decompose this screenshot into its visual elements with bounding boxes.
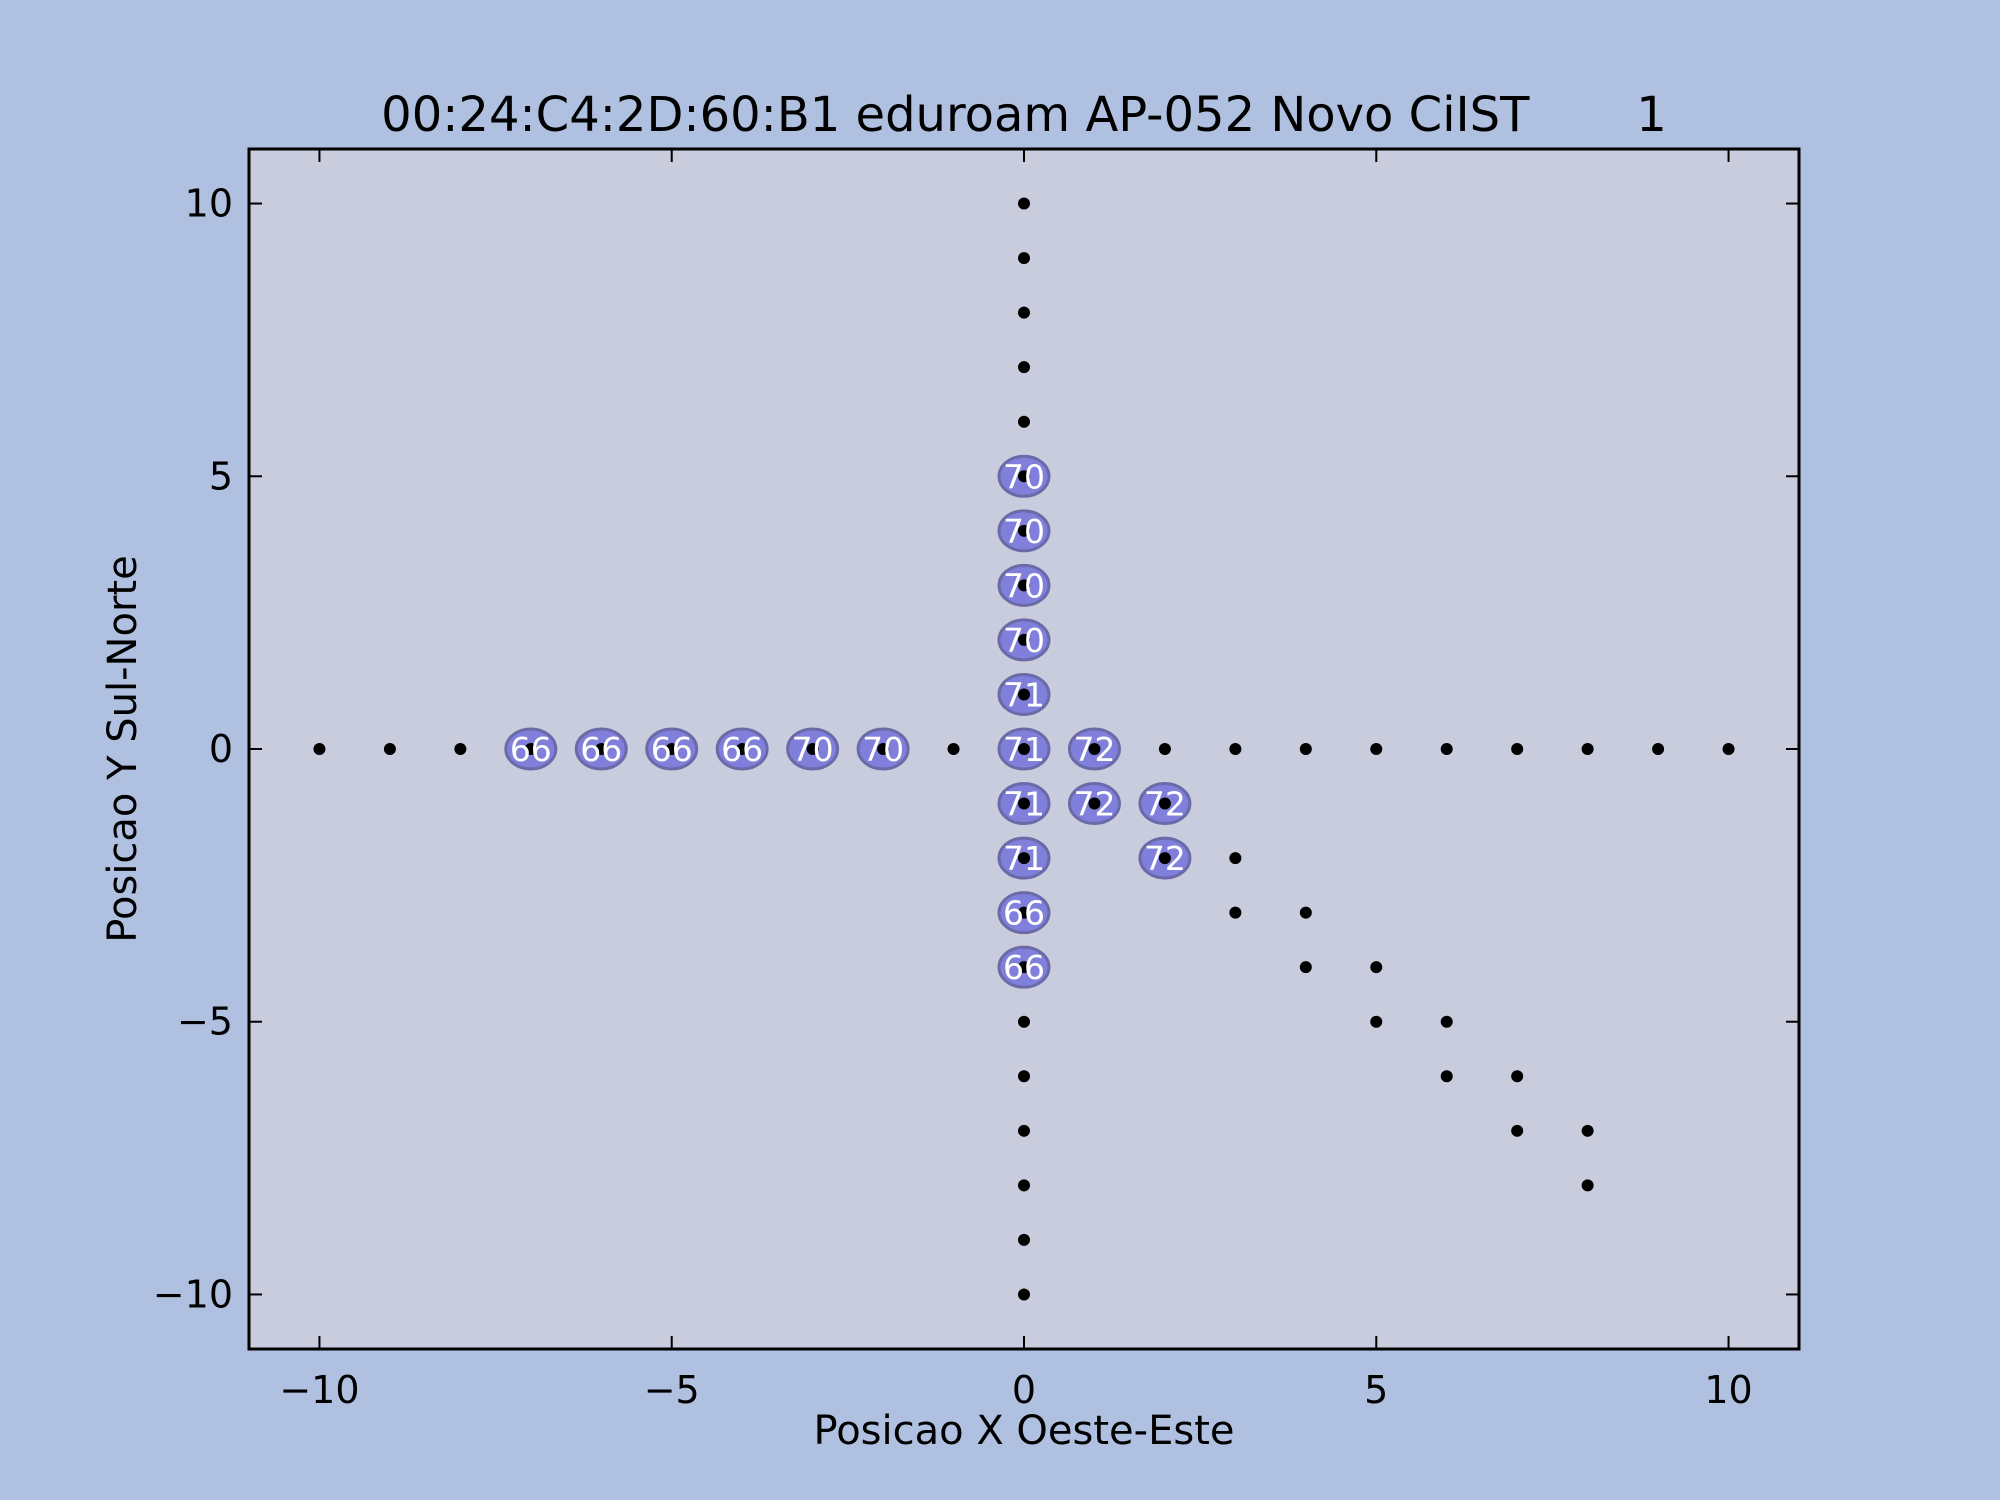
data-point — [1229, 852, 1242, 865]
signal-label: 66 — [510, 730, 552, 769]
data-point — [1722, 743, 1735, 755]
signal-label: 71 — [1003, 730, 1045, 769]
y-tick-label: 0 — [209, 727, 233, 771]
data-point — [1299, 906, 1312, 919]
chart-title: 00:24:C4:2D:60:B1 eduroam AP-052 Novo Ci… — [381, 87, 1667, 143]
data-point — [1158, 743, 1171, 755]
data-point — [1652, 743, 1665, 755]
signal-label: 72 — [1073, 785, 1115, 824]
data-point — [877, 743, 890, 755]
data-point — [1018, 797, 1030, 810]
x-tick-label: −10 — [279, 1368, 359, 1412]
data-point — [806, 743, 819, 755]
data-point — [1018, 688, 1030, 701]
data-point — [1018, 633, 1030, 646]
signal-bubbles — [504, 454, 1192, 989]
data-point — [1018, 961, 1030, 974]
x-tick-labels: −10 −5 0 5 10 — [279, 1368, 1752, 1412]
signal-label: 70 — [1003, 566, 1045, 605]
data-point — [1581, 1124, 1594, 1137]
data-point — [1511, 743, 1524, 755]
data-point — [1018, 1179, 1030, 1192]
y-tick-label: 10 — [185, 182, 233, 226]
signal-label: 66 — [1003, 894, 1045, 933]
data-point — [1018, 361, 1030, 374]
data-point — [1370, 1015, 1383, 1028]
data-point — [1018, 579, 1030, 592]
y-tick-labels: 10 5 0 −5 −10 — [153, 182, 233, 1317]
x-tick-label: 0 — [1012, 1368, 1036, 1412]
data-point — [1018, 852, 1030, 865]
data-point — [1370, 743, 1383, 755]
x-tick-label: 5 — [1364, 1368, 1388, 1412]
data-point — [524, 743, 537, 755]
signal-label: 72 — [1144, 785, 1186, 824]
x-tick-label: 10 — [1704, 1368, 1752, 1412]
data-point — [736, 743, 749, 755]
data-point — [313, 743, 326, 755]
data-point — [1511, 1124, 1524, 1137]
data-point — [1229, 906, 1242, 919]
y-axis-label: Posicao Y Sul-Norte — [100, 555, 146, 942]
data-point — [383, 743, 396, 755]
signal-label: 72 — [1144, 839, 1186, 878]
data-point — [1018, 252, 1030, 265]
data-point — [1511, 1070, 1524, 1083]
axis-ticks — [249, 149, 1799, 1349]
data-point — [1018, 743, 1030, 755]
data-point — [595, 743, 608, 755]
data-point — [1581, 743, 1594, 755]
data-point — [1299, 961, 1312, 974]
signal-label: 70 — [862, 730, 904, 769]
data-point — [454, 743, 467, 755]
data-point — [1440, 1015, 1453, 1028]
signal-label: 72 — [1073, 730, 1115, 769]
data-point — [1018, 1015, 1030, 1028]
y-tick-label: 5 — [209, 454, 233, 498]
signal-label: 66 — [580, 730, 622, 769]
signal-label: 66 — [1003, 948, 1045, 987]
data-point — [1370, 961, 1383, 974]
signal-label: 66 — [651, 730, 693, 769]
y-tick-label: −10 — [153, 1272, 233, 1316]
data-point — [1018, 197, 1030, 210]
data-point — [1229, 743, 1242, 755]
signal-labels: 66 66 66 66 70 70 70 70 70 70 71 71 72 71 72 72 71 72 66 66 — [510, 457, 1186, 987]
signal-label: 71 — [1003, 839, 1045, 878]
data-point — [1158, 852, 1171, 865]
plot-frame — [247, 147, 1801, 1351]
data-point — [1158, 797, 1171, 810]
signal-label: 70 — [1003, 512, 1045, 551]
y-tick-label: −5 — [177, 1000, 233, 1044]
x-tick-label: −5 — [644, 1368, 700, 1412]
data-point — [1018, 906, 1030, 919]
data-point — [1018, 1288, 1030, 1301]
data-point — [1440, 743, 1453, 755]
data-point — [1018, 1233, 1030, 1246]
data-point — [1018, 1070, 1030, 1083]
data-point — [1018, 415, 1030, 428]
data-point — [1018, 306, 1030, 319]
signal-label: 71 — [1003, 675, 1045, 714]
data-point — [1018, 524, 1030, 537]
data-point — [1440, 1070, 1453, 1083]
signal-label: 70 — [1003, 621, 1045, 660]
data-point — [1018, 1124, 1030, 1137]
measurement-points — [313, 197, 1735, 1301]
signal-label: 66 — [721, 730, 763, 769]
data-point — [665, 743, 678, 755]
data-point — [1088, 797, 1101, 810]
data-point — [1581, 1179, 1594, 1192]
data-point — [1018, 470, 1030, 483]
x-axis-label: Posicao X Oeste-Este — [814, 1408, 1235, 1454]
data-point — [947, 743, 960, 755]
signal-label: 71 — [1003, 785, 1045, 824]
signal-label: 70 — [792, 730, 834, 769]
signal-label: 70 — [1003, 457, 1045, 496]
data-point — [1299, 743, 1312, 755]
data-point — [1088, 743, 1101, 755]
